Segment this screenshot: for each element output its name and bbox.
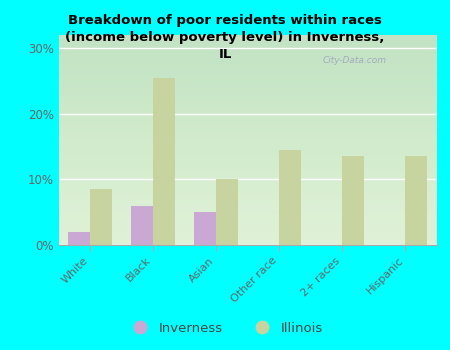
Legend: Inverness, Illinois: Inverness, Illinois [122, 316, 328, 340]
Bar [153, 78, 175, 245]
Bar [279, 150, 301, 245]
Text: City-Data.com: City-Data.com [323, 56, 387, 65]
Bar [216, 179, 238, 245]
Bar [342, 156, 364, 245]
Bar [131, 206, 153, 245]
Bar [405, 156, 427, 245]
Bar [90, 189, 112, 245]
Bar [68, 232, 90, 245]
Text: Breakdown of poor residents within races
(income below poverty level) in Inverne: Breakdown of poor residents within races… [65, 14, 385, 61]
Bar [194, 212, 216, 245]
